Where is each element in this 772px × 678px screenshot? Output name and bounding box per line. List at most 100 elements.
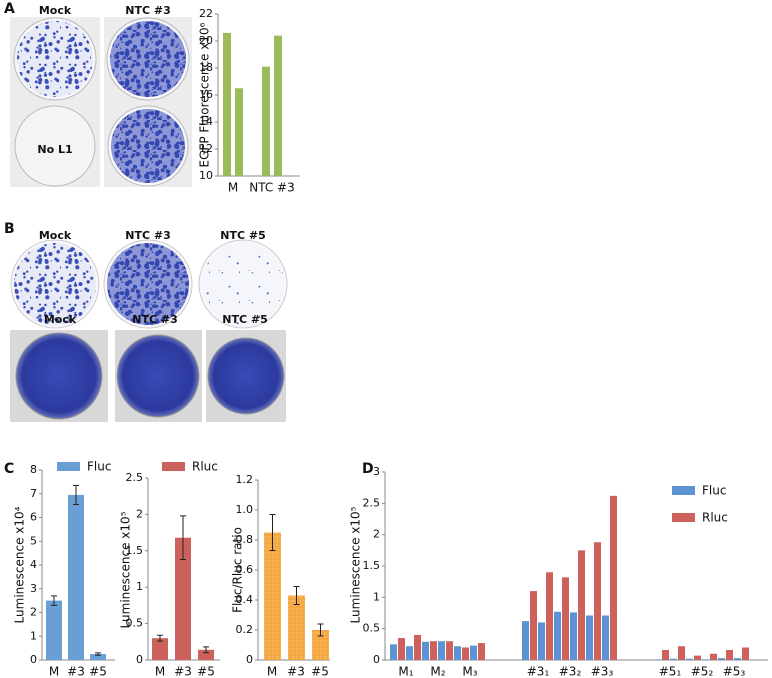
- bar: [438, 641, 445, 660]
- y-tick-label: 16: [199, 88, 213, 101]
- y-tick-label: 6: [30, 511, 37, 524]
- panel-label: A: [4, 1, 15, 17]
- y-tick-label: 0: [246, 653, 253, 666]
- bar: [288, 595, 305, 660]
- photo-label: NTC #5: [222, 313, 267, 326]
- colonies: [17, 21, 93, 97]
- y-tick-label: 0.2: [236, 623, 254, 636]
- photo-label: Mock: [44, 313, 77, 326]
- bar: [175, 537, 191, 660]
- y-axis-label: Luminescence x10⁵: [119, 511, 133, 628]
- photo-label: NTC #3: [125, 229, 170, 242]
- bar: [390, 644, 397, 660]
- x-tick-label: M₃: [462, 665, 477, 678]
- bar: [422, 641, 429, 660]
- y-tick-label: 2: [373, 528, 380, 541]
- y-tick-label: 0: [373, 653, 380, 666]
- bar: [662, 649, 669, 660]
- bar: [430, 641, 437, 660]
- x-tick-label: #3: [174, 665, 192, 678]
- y-axis-label: Fluc/Rluc ratio: [231, 527, 245, 613]
- y-tick-label: 1.5: [363, 559, 381, 572]
- x-tick-label: #5: [89, 665, 107, 678]
- bar: [46, 600, 62, 660]
- bar: [478, 643, 485, 660]
- colonies: [107, 243, 189, 325]
- y-tick-label: 3: [373, 465, 380, 478]
- y-axis-label: Luminescence x10⁵: [349, 506, 363, 623]
- bar: [198, 649, 214, 660]
- dish: [207, 337, 285, 415]
- bar: [694, 655, 701, 660]
- x-tick-label: #3₁: [527, 665, 550, 678]
- y-tick-label: 18: [199, 61, 213, 74]
- x-tick-label: #3₂: [559, 665, 582, 678]
- y-tick-label: 1: [136, 580, 143, 593]
- bar: [562, 577, 569, 660]
- bar: [546, 572, 553, 660]
- bar: [68, 494, 84, 660]
- bar: [610, 495, 617, 660]
- y-tick-label: 1.5: [126, 544, 144, 557]
- legend-label: Fluc: [702, 484, 726, 498]
- y-tick-label: 0: [136, 653, 143, 666]
- colonies: [111, 109, 185, 183]
- y-tick-label: 1.2: [236, 473, 254, 486]
- y-tick-label: 1: [373, 590, 380, 603]
- x-tick-label: M: [267, 665, 277, 678]
- x-tick-label: M₁: [398, 665, 413, 678]
- y-tick-label: 12: [199, 142, 213, 155]
- bar: [670, 658, 677, 660]
- bar: [718, 658, 725, 660]
- y-tick-label: 0.5: [363, 622, 381, 635]
- bar: [262, 66, 270, 176]
- legend-swatch: [162, 462, 185, 471]
- bar: [223, 32, 231, 177]
- y-tick-label: 5: [30, 534, 37, 547]
- bar: [654, 659, 661, 660]
- x-tick-label: NTC #3: [249, 181, 295, 195]
- y-tick-label: 3: [30, 582, 37, 595]
- bar: [454, 646, 461, 660]
- x-tick-label: #5₂: [691, 665, 714, 678]
- bar: [586, 615, 593, 660]
- colonies: [14, 243, 96, 325]
- bar: [538, 622, 545, 660]
- bar: [678, 646, 685, 660]
- panel-label: D: [362, 461, 374, 477]
- y-tick-label: 4: [30, 558, 37, 571]
- y-tick-label: 0.4: [236, 593, 254, 606]
- x-tick-label: #5₃: [723, 665, 746, 678]
- legend-swatch: [672, 486, 695, 495]
- x-tick-label: #3₃: [591, 665, 614, 678]
- legend-label: Fluc: [87, 460, 111, 474]
- y-tick-label: 2: [136, 507, 143, 520]
- y-tick-label: 7: [30, 487, 37, 500]
- colonies: [110, 21, 186, 97]
- y-axis-label: EGFP Fluorescence x10⁶: [198, 22, 212, 167]
- legend-label: Rluc: [702, 511, 728, 525]
- y-tick-label: 0: [30, 653, 37, 666]
- x-tick-label: M: [228, 181, 238, 195]
- x-tick-label: M: [49, 665, 59, 678]
- bar: [312, 630, 329, 660]
- bar: [578, 550, 585, 660]
- bar: [398, 638, 405, 660]
- x-tick-label: #5₁: [659, 665, 682, 678]
- photo-label: NTC #5: [220, 229, 265, 242]
- x-tick-label: M₂: [430, 665, 445, 678]
- bar: [522, 621, 529, 660]
- bar: [734, 658, 741, 660]
- y-tick-label: 0.5: [126, 617, 144, 630]
- bar: [602, 615, 609, 660]
- y-tick-label: 1.0: [236, 503, 254, 516]
- x-tick-label: M: [155, 665, 165, 678]
- y-tick-label: 2.5: [363, 496, 381, 509]
- bar: [274, 35, 282, 176]
- bar: [406, 646, 413, 660]
- colonies: [202, 243, 284, 325]
- panel-label: B: [4, 221, 15, 237]
- photo-label: No L1: [37, 143, 72, 156]
